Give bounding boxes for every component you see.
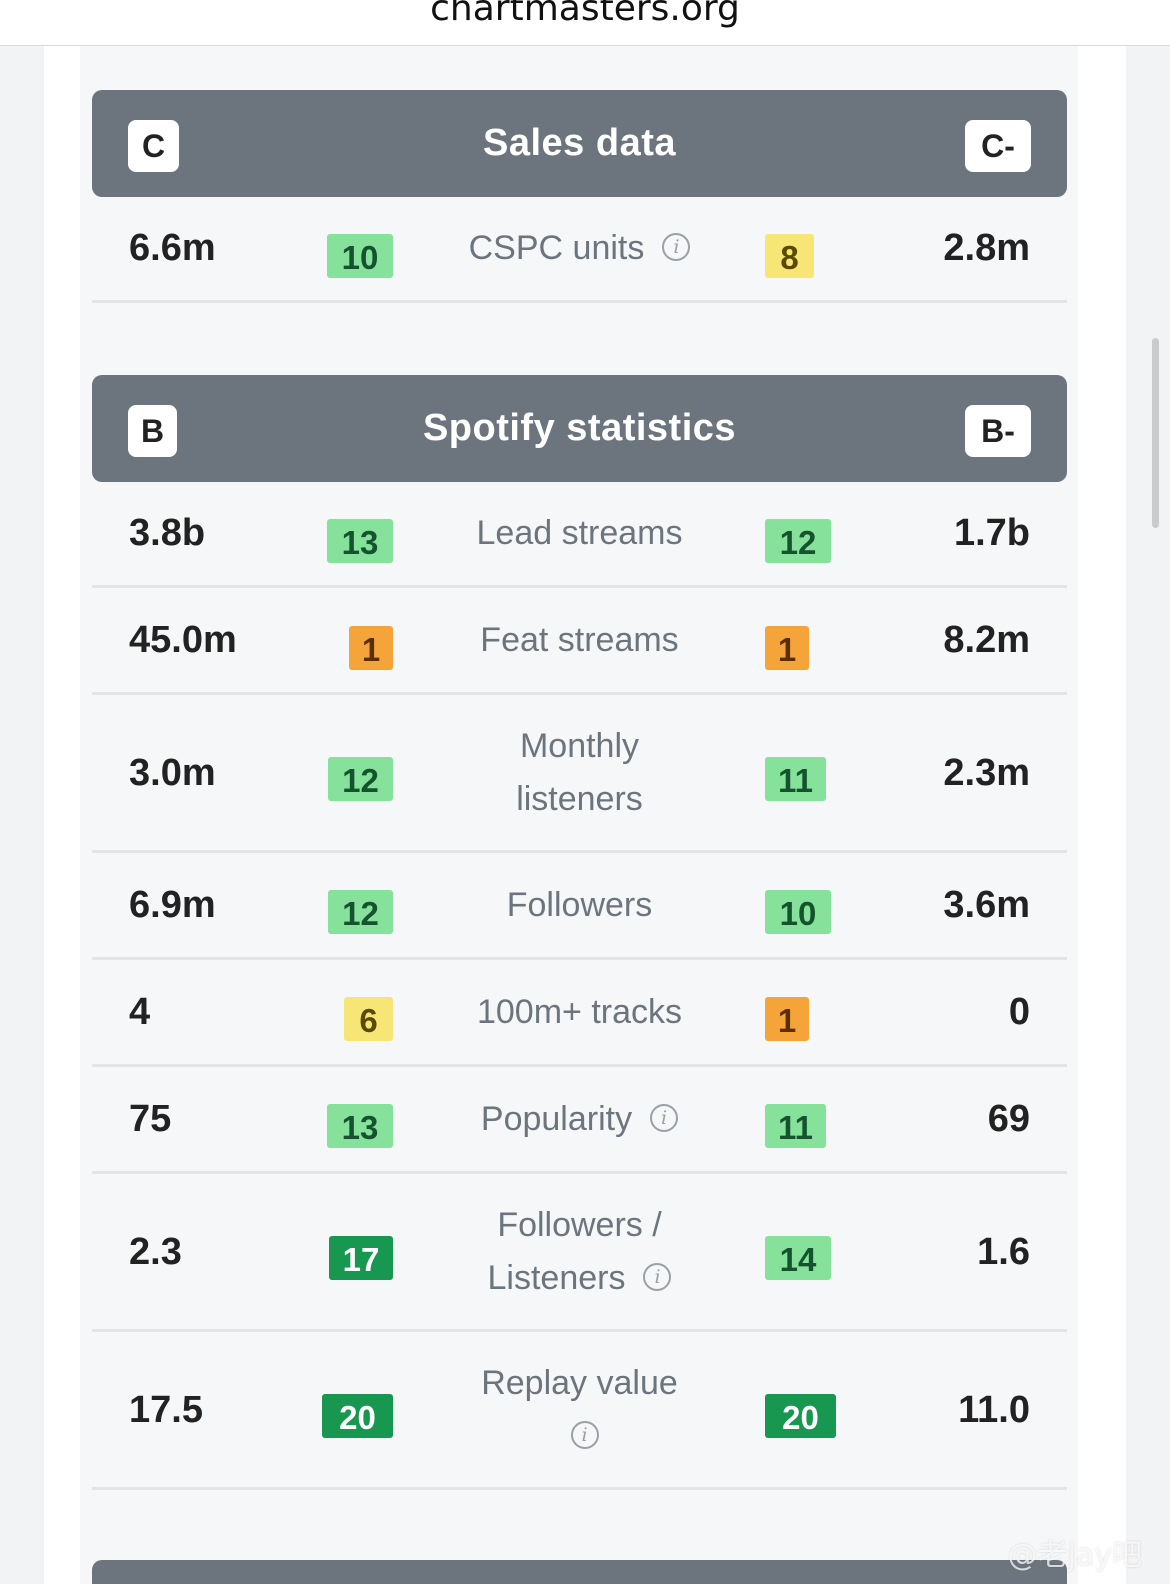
watermark: @老jay吧 (1007, 1538, 1142, 1573)
info-circle-icon[interactable]: i (650, 1104, 679, 1133)
left-value: 3.8b (129, 512, 206, 554)
url-text[interactable]: chartmasters.org (430, 0, 740, 29)
left-value: 45.0m (129, 619, 237, 661)
right-value: 1.7b (953, 512, 1030, 554)
left-score-badge: 17 (329, 1236, 393, 1280)
stat-row-replay-value: 17.5 20 Replay value i 20 11.0 (92, 1333, 1067, 1490)
right-value: 0 (1008, 991, 1030, 1033)
left-value: 2.3 (129, 1230, 182, 1273)
right-score-badge: 14 (765, 1236, 831, 1280)
info-circle-icon[interactable]: i (643, 1263, 672, 1292)
left-score-badge: 1 (349, 626, 393, 670)
right-value: 8.2m (943, 619, 1030, 661)
left-value: 3.0m (129, 751, 216, 794)
stat-label: Replay value i (432, 1333, 727, 1487)
left-value: 4 (129, 991, 151, 1033)
stat-row-followers-listeners: 2.3 17 Followers / Listeners i 14 1.6 (92, 1175, 1067, 1332)
right-value: 2.8m (943, 227, 1030, 269)
grade-right-badge: C- (965, 120, 1031, 172)
left-value: 6.9m (129, 884, 216, 926)
stat-label: Feat streams (432, 589, 727, 692)
right-value: 11.0 (958, 1388, 1030, 1431)
spotify-statistics-header: B Spotify statistics B- (92, 375, 1067, 482)
stat-label: Lead streams (432, 482, 727, 585)
stat-row-lead-streams: 3.8b 13 Lead streams 12 1.7b (92, 482, 1067, 588)
stat-label: Followers (432, 854, 727, 957)
right-value: 1.6 (977, 1230, 1030, 1273)
left-value: 75 (129, 1098, 172, 1140)
stat-row-feat-streams: 45.0m 1 Feat streams 1 8.2m (92, 589, 1067, 695)
sales-data-header: C Sales data C- (92, 90, 1067, 197)
right-score-badge: 12 (765, 519, 831, 563)
stat-label-line1: Monthly (519, 727, 640, 765)
right-score-badge: 1 (765, 997, 809, 1041)
info-circle-icon[interactable]: i (662, 233, 691, 262)
right-score-badge: 11 (765, 1104, 826, 1148)
left-score-badge: 13 (327, 519, 393, 563)
stat-row-monthly-listeners: 3.0m 12 Monthly listeners 11 2.3m (92, 696, 1067, 853)
left-score-badge: 20 (322, 1394, 393, 1438)
right-score-badge: 10 (765, 890, 831, 934)
browser-address-bar[interactable]: chartmasters.org (0, 0, 1170, 46)
stat-label-text: Feat streams (480, 621, 679, 659)
stat-row-followers: 6.9m 12 Followers 10 3.6m (92, 854, 1067, 960)
stat-label-text: Popularity (480, 1100, 633, 1138)
grade-right-badge: B- (965, 405, 1031, 457)
right-value: 69 (987, 1098, 1030, 1140)
left-value: 17.5 (129, 1388, 203, 1431)
stat-label-text: Lead streams (476, 514, 683, 552)
left-score-badge: 12 (328, 890, 393, 934)
scrollbar-thumb[interactable] (1152, 338, 1159, 528)
stat-label-text: 100m+ tracks (476, 993, 683, 1031)
right-score-badge: 20 (765, 1394, 836, 1438)
stat-label-line1: Followers / (497, 1206, 662, 1244)
left-score-badge: 10 (327, 234, 393, 278)
left-score-badge: 6 (344, 997, 393, 1041)
left-score-badge: 13 (327, 1104, 393, 1148)
stat-label-text: Followers (506, 886, 653, 924)
section-title: Spotify statistics (422, 407, 737, 449)
left-value: 6.6m (129, 227, 216, 269)
stat-label: Popularity i (432, 1068, 727, 1171)
stat-row-100m-tracks: 4 6 100m+ tracks 1 0 (92, 961, 1067, 1067)
left-score-badge: 12 (328, 757, 393, 801)
section-title: Sales data (483, 122, 676, 164)
right-value: 2.3m (943, 751, 1030, 794)
stat-row-popularity: 75 13 Popularity i 11 69 (92, 1068, 1067, 1174)
grade-left-badge: C (128, 120, 179, 172)
stat-label-line2: listeners (516, 780, 643, 818)
right-score-badge: 1 (765, 626, 809, 670)
stat-label-line1: Replay value (481, 1364, 678, 1402)
stat-label: CSPC units i (432, 197, 727, 300)
stat-label: Monthly listeners (432, 696, 727, 850)
stat-label-line2: Listeners (487, 1259, 626, 1297)
next-section-header (92, 1560, 1067, 1584)
right-score-badge: 8 (765, 234, 814, 278)
stat-label: Followers / Listeners i (432, 1175, 727, 1329)
info-circle-icon[interactable]: i (570, 1421, 599, 1450)
stat-row-cspc-units: 6.6m 10 CSPC units i 8 2.8m (92, 197, 1067, 303)
stat-label: 100m+ tracks (432, 961, 727, 1064)
stat-label-text: CSPC units (468, 229, 645, 267)
grade-left-badge: B (128, 405, 177, 457)
right-value: 3.6m (943, 884, 1030, 926)
right-score-badge: 11 (765, 757, 826, 801)
